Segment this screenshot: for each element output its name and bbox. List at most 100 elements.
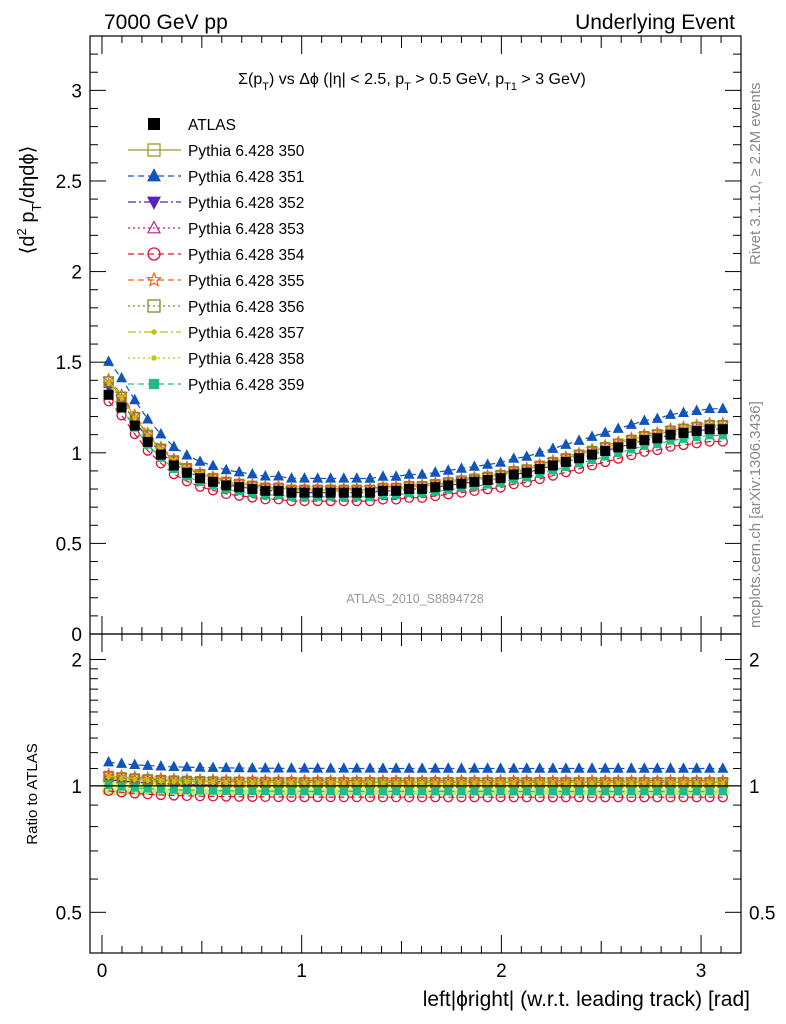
- atlas-data-point: [717, 424, 728, 435]
- series-351-ratio-point: [665, 762, 677, 773]
- series-359-ratio-point: [418, 787, 427, 796]
- series-359-ratio-point: [666, 787, 675, 796]
- series-351-point: [155, 427, 167, 439]
- series-359-ratio-point: [287, 787, 296, 796]
- legend-marker: [147, 247, 161, 261]
- series-356-point: [116, 391, 127, 402]
- series-351-ratio-point: [103, 755, 115, 767]
- series-358-ratio-point: [563, 782, 568, 787]
- series-351-ratio-point: [338, 762, 350, 773]
- series-351-ratio-point: [482, 762, 494, 773]
- series-359-ratio-point: [222, 786, 231, 795]
- main-y-tick-label: 1: [71, 444, 82, 465]
- atlas-data-point: [495, 473, 506, 484]
- series-358-ratio-point: [616, 782, 621, 787]
- x-tick-label: 1: [296, 961, 307, 982]
- legend-marker: [151, 329, 157, 335]
- analysis-watermark: ATLAS_2010_S8894728: [346, 592, 483, 606]
- series-351-point: [547, 442, 559, 453]
- series-358-ratio-point: [198, 781, 203, 786]
- legend-label: Pythia 6.428 358: [188, 351, 304, 368]
- series-356-line: [108, 381, 723, 491]
- series-358-ratio-point: [550, 782, 555, 787]
- atlas-data-point: [325, 487, 336, 498]
- series-357-ratio-line: [108, 775, 723, 783]
- legend-marker: [147, 143, 161, 157]
- atlas-data-point: [600, 445, 611, 456]
- series-351-ratio-point: [194, 761, 206, 772]
- atlas-data-point: [155, 449, 166, 460]
- svg-text:⟨d2 pT/dηdϕ⟩: ⟨d2 pT/dηdϕ⟩: [14, 146, 44, 255]
- legend-marker: [147, 196, 161, 210]
- ratio-y-tick-label: 1: [71, 777, 82, 798]
- legend-item: Pythia 6.428 359: [128, 377, 304, 394]
- series-358-ratio-point: [132, 778, 137, 783]
- series-351-point: [116, 371, 128, 383]
- series-351-point: [325, 472, 337, 483]
- series-359-ratio-point: [535, 787, 544, 796]
- series-351-point: [194, 455, 206, 466]
- series-358-ratio-point: [524, 782, 529, 787]
- series-358-ratio-point: [263, 781, 268, 786]
- series-351-point: [442, 464, 454, 475]
- series-359-ratio-point: [274, 787, 283, 796]
- series-351-point: [207, 459, 219, 471]
- series-351-point: [638, 414, 650, 425]
- header-left: 7000 GeV pp: [104, 11, 228, 34]
- legend-label: ATLAS: [188, 117, 236, 134]
- series-351-ratio-point: [259, 762, 271, 773]
- ratio-panel-series: [90, 755, 741, 803]
- series-358-ratio-point: [720, 782, 725, 787]
- legend-marker: [147, 168, 161, 182]
- legend-item: Pythia 6.428 357: [128, 325, 304, 342]
- main-panel-series: [102, 355, 730, 507]
- series-359-ratio-point: [235, 786, 244, 796]
- series-356-ratio-point: [155, 774, 167, 786]
- series-358-ratio-point: [590, 782, 595, 787]
- main-y-tick-label: 3: [71, 81, 82, 102]
- series-351-point: [298, 472, 310, 483]
- series-351-point: [534, 446, 546, 457]
- series-351-ratio-point: [116, 757, 128, 768]
- series-359-ratio-point: [692, 787, 701, 796]
- series-358-ratio-point: [328, 781, 333, 787]
- ratio-y-tick-label: 0.5: [56, 903, 82, 924]
- legend: ATLAS Pythia 6.428 350 Pythia 6.428 351 Pyt…: [128, 117, 305, 394]
- series-358-ratio-point: [341, 781, 346, 787]
- series-358-ratio-point: [184, 780, 189, 785]
- series-358-ratio-point: [694, 782, 699, 787]
- series-359-ratio-point: [313, 787, 322, 796]
- plot-title: Σ(pT) vs Δϕ (|η| < 2.5, pT > 0.5 GeV, pT…: [238, 71, 586, 93]
- series-358-ratio-point: [367, 782, 372, 787]
- series-358-ratio-point: [498, 782, 503, 787]
- atlas-data-point: [704, 424, 715, 435]
- series-351-point: [455, 462, 467, 473]
- series-351-point: [338, 472, 350, 483]
- legend-item: Pythia 6.428 356: [128, 299, 304, 316]
- legend-label: Pythia 6.428 353: [188, 221, 304, 238]
- series-351-ratio-point: [142, 759, 154, 770]
- series-359-ratio-point: [431, 787, 440, 796]
- series-358-ratio-point: [472, 782, 477, 787]
- series-351-point: [377, 470, 389, 481]
- series-351-point: [677, 406, 689, 417]
- series-351-ratio-point: [298, 762, 310, 773]
- atlas-data-point: [286, 487, 297, 498]
- series-359-ratio-point: [653, 787, 662, 796]
- series-351-ratio-point: [651, 762, 663, 773]
- series-351-ratio-point: [390, 762, 402, 773]
- atlas-data-point: [639, 435, 650, 446]
- series-358-ratio-point: [668, 782, 673, 787]
- atlas-data-point: [613, 442, 624, 453]
- legend-label: Pythia 6.428 352: [188, 195, 304, 212]
- series-359-ratio-point: [509, 787, 518, 796]
- series-351-point: [351, 472, 363, 483]
- series-359-ratio-point: [182, 786, 191, 795]
- series-351-ratio-point: [285, 762, 297, 773]
- series-351-point: [220, 463, 232, 475]
- series-359-ratio-point: [208, 786, 218, 795]
- series-358-ratio-point: [433, 782, 438, 787]
- series-351-ratio-point: [364, 762, 376, 773]
- series-358-ratio-point: [224, 781, 229, 786]
- series-351-point: [691, 404, 703, 415]
